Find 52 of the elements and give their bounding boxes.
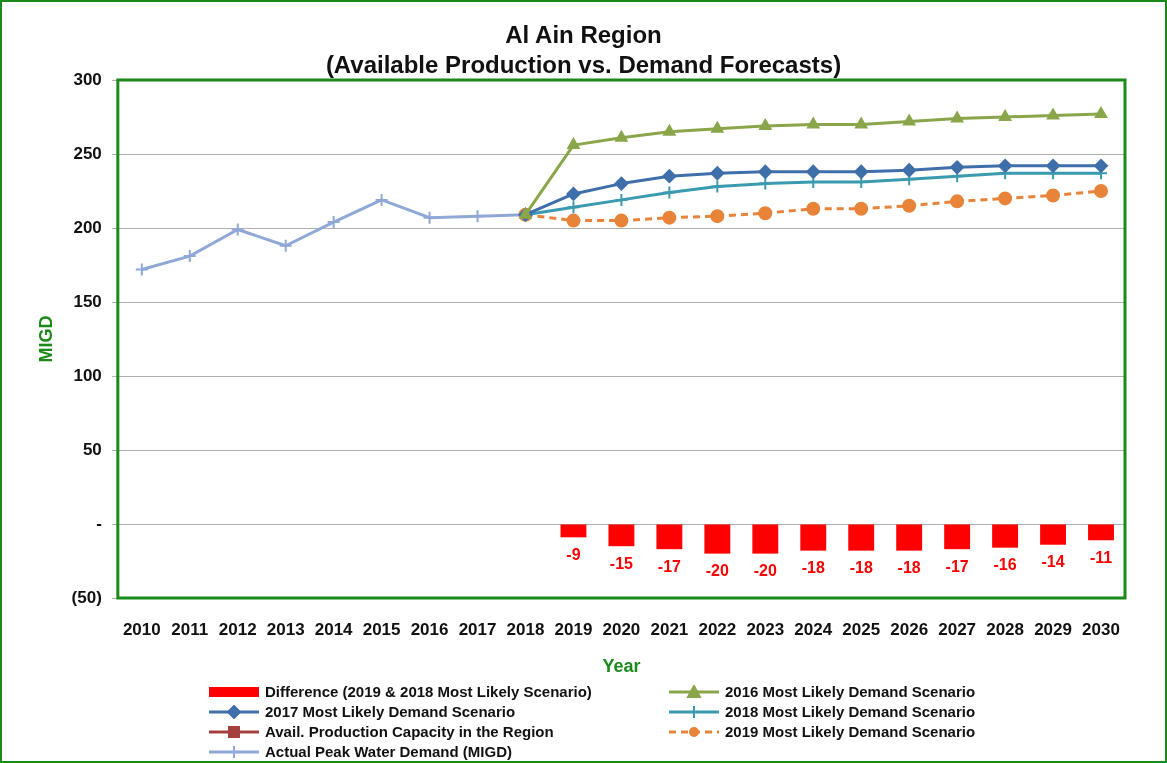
x-tick-label: 2019 <box>554 619 593 639</box>
chart-title: Al Ain Region <box>504 20 663 50</box>
legend-label: Actual Peak Water Demand (MIGD) <box>265 743 512 760</box>
data-label: -18 <box>849 559 873 577</box>
x-tick-label: 2014 <box>314 619 354 639</box>
x-tick-label: 2021 <box>650 619 689 639</box>
x-tick-label: 2024 <box>794 619 833 639</box>
y-tick-label: 50 <box>82 439 102 459</box>
x-tick-label: 2017 <box>458 619 497 639</box>
x-tick-label: 2018 <box>506 619 545 639</box>
data-label: -15 <box>609 554 634 572</box>
x-tick-label: 2023 <box>746 619 785 639</box>
y-tick-label: 150 <box>73 291 102 311</box>
x-tick-label: 2020 <box>602 619 641 639</box>
legend-label: 2017 Most Likely Demand Scenario <box>265 703 516 720</box>
data-label: -18 <box>897 559 921 577</box>
y-tick-label: 250 <box>73 143 102 163</box>
y-tick-label: 300 <box>73 69 102 89</box>
x-axis-title: Year <box>602 656 641 677</box>
x-tick-label: 2030 <box>1082 619 1120 639</box>
y-tick-label: - <box>96 513 102 533</box>
chart-subtitle: (Available Production vs. Demand Forecasts) <box>325 51 842 78</box>
data-label: -17 <box>657 557 682 575</box>
x-tick-label: 2026 <box>890 619 929 639</box>
x-tick-label: 2012 <box>218 619 257 639</box>
legend-label: Avail. Production Capacity in the Region <box>265 723 554 740</box>
data-label: -20 <box>753 562 777 580</box>
data-label: -18 <box>801 559 825 577</box>
x-tick-label: 2011 <box>171 619 209 639</box>
data-label: -14 <box>1041 553 1065 571</box>
y-tick-label: (50) <box>71 587 102 607</box>
y-tick-label: 200 <box>73 217 102 237</box>
y-tick-label: 100 <box>73 365 102 385</box>
data-label: -20 <box>705 562 729 580</box>
data-label: -16 <box>993 556 1017 574</box>
x-tick-label: 2015 <box>362 619 401 639</box>
data-label: -11 <box>1089 548 1113 566</box>
legend-label: 2016 Most Likely Demand Scenario <box>725 683 976 700</box>
x-tick-label: 2029 <box>1034 619 1072 639</box>
x-tick-label: 2016 <box>410 619 449 639</box>
legend-label: 2018 Most Likely Demand Scenario <box>725 703 976 720</box>
x-tick-label: 2010 <box>122 619 161 639</box>
data-label: -17 <box>945 557 969 575</box>
x-tick-label: 2025 <box>842 619 881 639</box>
y-axis-title: MIGD <box>35 315 56 363</box>
x-tick-label: 2022 <box>698 619 737 639</box>
legend-label: 2019 Most Likely Demand Scenario <box>725 723 976 740</box>
x-tick-label: 2028 <box>986 619 1025 639</box>
x-tick-label: 2013 <box>266 619 305 639</box>
x-tick-label: 2027 <box>938 619 977 639</box>
legend-label: Difference (2019 & 2018 Most Likely Scenario) <box>265 683 592 700</box>
data-label: -9 <box>566 545 581 563</box>
